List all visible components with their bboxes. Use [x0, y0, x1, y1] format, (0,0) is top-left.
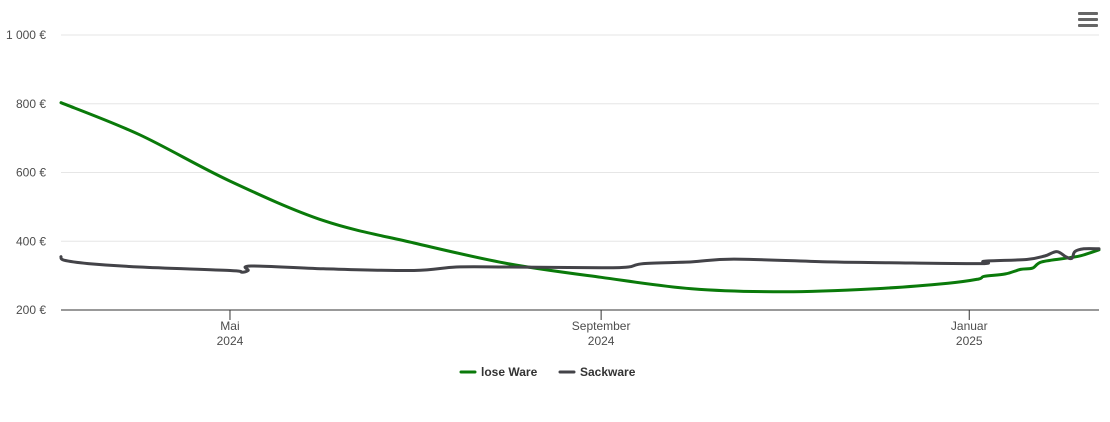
- y-tick-label: 400 €: [16, 234, 46, 248]
- gridlines: [61, 34, 1099, 242]
- x-tick-year-label: 2024: [217, 334, 244, 348]
- y-axis: 200 € 400 € 600 € 800 € 1 000 €: [6, 28, 46, 317]
- y-tick-label: 800 €: [16, 97, 46, 111]
- series-line-0[interactable]: [59, 101, 1101, 294]
- series-lines: [59, 101, 1101, 294]
- x-tick-year-label: 2024: [588, 334, 615, 348]
- y-tick-label: 600 €: [16, 166, 46, 180]
- legend-item-1[interactable]: Sackware: [558, 365, 636, 379]
- legend-label: lose Ware: [481, 365, 538, 379]
- legend[interactable]: lose Ware Sackware: [459, 365, 636, 379]
- x-tick-month-label: September: [572, 319, 631, 333]
- legend-item-0[interactable]: lose Ware: [459, 365, 538, 379]
- hamburger-menu-icon[interactable]: [1078, 12, 1098, 28]
- series-line-1[interactable]: [59, 247, 1101, 274]
- y-tick-label: 200 €: [16, 303, 46, 317]
- x-tick-month-label: Mai: [220, 319, 239, 333]
- x-tick-year-label: 2025: [956, 334, 983, 348]
- y-tick-label: 1 000 €: [6, 28, 46, 42]
- x-tick-month-label: Januar: [951, 319, 988, 333]
- legend-label: Sackware: [580, 365, 636, 379]
